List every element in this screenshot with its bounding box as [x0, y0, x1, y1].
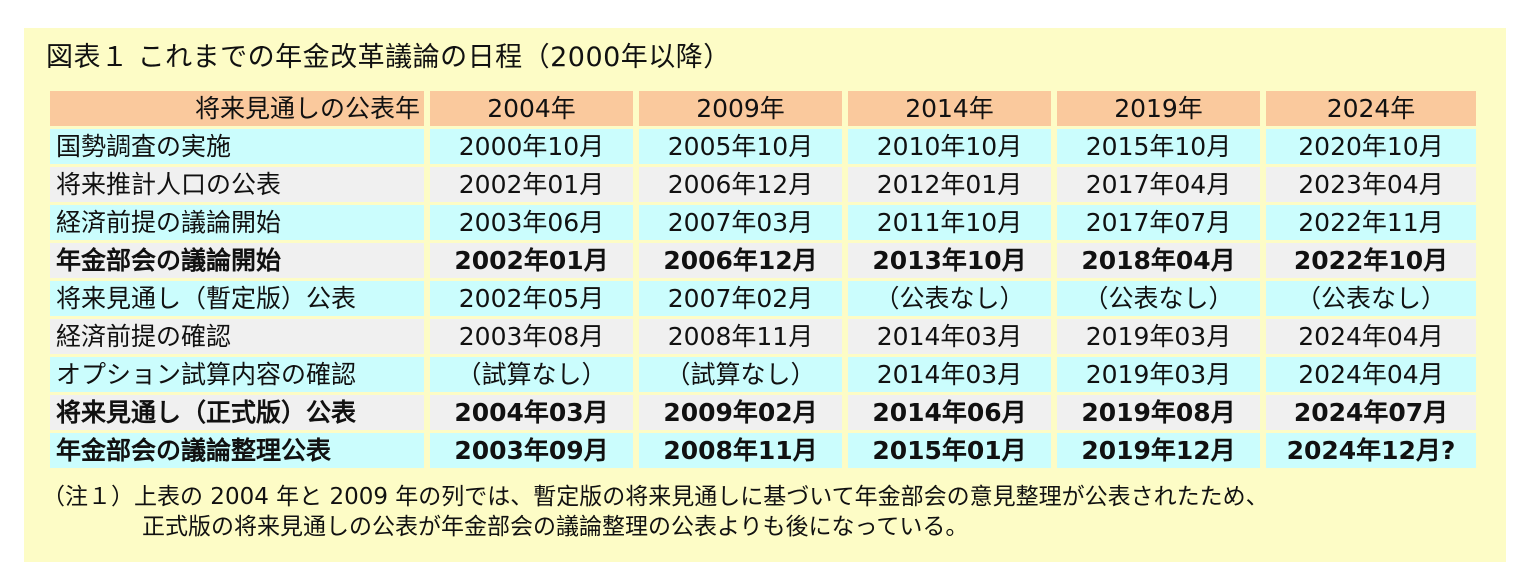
date-cell: 2019年03月: [1057, 357, 1266, 392]
row-label: 年金部会の議論開始: [50, 243, 430, 278]
date-cell: 2014年03月: [848, 357, 1057, 392]
figure-title: 図表１ これまでの年金改革議論の日程（2000年以降）: [46, 42, 731, 73]
table-row: 経済前提の確認 2003年08月 2008年11月 2014年03月 2019年03月 2…: [50, 319, 1476, 354]
table-row: 将来見通し（暫定版）公表 2002年05月 2007年02月 （公表なし） （公表なし）…: [50, 281, 1476, 316]
row-label: 年金部会の議論整理公表: [50, 433, 430, 468]
date-cell: 2014年03月: [848, 319, 1057, 354]
date-cell: （試算なし）: [430, 357, 639, 392]
date-cell: 2002年05月: [430, 281, 639, 316]
row-label: オプション試算内容の確認: [50, 357, 430, 392]
date-cell: 2003年09月: [430, 433, 639, 468]
row-label: 国勢調査の実施: [50, 129, 430, 164]
footnote-line-1: （注１）上表の 2004 年と 2009 年の列では、暫定版の将来見通しに基づい…: [42, 484, 1269, 510]
header-cell: 2024年: [1266, 91, 1476, 126]
date-cell: 2006年12月: [639, 243, 848, 278]
header-cell: 2004年: [430, 91, 639, 126]
date-cell: 2019年03月: [1057, 319, 1266, 354]
date-cell: 2005年10月: [639, 129, 848, 164]
row-label: 経済前提の確認: [50, 319, 430, 354]
header-cell: 将来見通しの公表年: [50, 91, 430, 126]
date-cell: 2006年12月: [639, 167, 848, 202]
date-cell: 2015年01月: [848, 433, 1057, 468]
figure-panel: 図表１ これまでの年金改革議論の日程（2000年以降） 将来見通しの公表年 20…: [24, 28, 1506, 562]
header-cell: 2009年: [639, 91, 848, 126]
schedule-table: 将来見通しの公表年 2004年 2009年 2014年 2019年 2024年 …: [50, 88, 1476, 471]
date-cell: 2004年03月: [430, 395, 639, 430]
date-cell: 2002年01月: [430, 167, 639, 202]
header-cell: 2014年: [848, 91, 1057, 126]
table-row: オプション試算内容の確認 （試算なし） （試算なし） 2014年03月 2019年03月…: [50, 357, 1476, 392]
footnote: （注１）上表の 2004 年と 2009 年の列では、暫定版の将来見通しに基づい…: [42, 482, 1269, 542]
date-cell: 2024年07月: [1266, 395, 1476, 430]
date-cell: 2020年10月: [1266, 129, 1476, 164]
date-cell: 2008年11月: [639, 433, 848, 468]
table-header-row: 将来見通しの公表年 2004年 2009年 2014年 2019年 2024年: [50, 91, 1476, 126]
date-cell: 2024年12月?: [1266, 433, 1476, 468]
date-cell: 2013年10月: [848, 243, 1057, 278]
row-label: 将来見通し（暫定版）公表: [50, 281, 430, 316]
row-label: 将来見通し（正式版）公表: [50, 395, 430, 430]
date-cell: （公表なし）: [1057, 281, 1266, 316]
table-row: 将来推計人口の公表 2002年01月 2006年12月 2012年01月 2017年04…: [50, 167, 1476, 202]
date-cell: 2018年04月: [1057, 243, 1266, 278]
date-cell: 2000年10月: [430, 129, 639, 164]
date-cell: （公表なし）: [848, 281, 1057, 316]
date-cell: 2017年04月: [1057, 167, 1266, 202]
date-cell: 2022年11月: [1266, 205, 1476, 240]
date-cell: 2011年10月: [848, 205, 1057, 240]
date-cell: 2014年06月: [848, 395, 1057, 430]
date-cell: （公表なし）: [1266, 281, 1476, 316]
date-cell: 2008年11月: [639, 319, 848, 354]
table-row: 年金部会の議論整理公表 2003年09月 2008年11月 2015年01月 2019年…: [50, 433, 1476, 468]
row-label: 将来推計人口の公表: [50, 167, 430, 202]
date-cell: 2015年10月: [1057, 129, 1266, 164]
table-row: 経済前提の議論開始 2003年06月 2007年03月 2011年10月 2017年07…: [50, 205, 1476, 240]
date-cell: 2010年10月: [848, 129, 1057, 164]
date-cell: 2024年04月: [1266, 319, 1476, 354]
date-cell: 2019年08月: [1057, 395, 1266, 430]
date-cell: （試算なし）: [639, 357, 848, 392]
date-cell: 2017年07月: [1057, 205, 1266, 240]
date-cell: 2012年01月: [848, 167, 1057, 202]
date-cell: 2003年08月: [430, 319, 639, 354]
date-cell: 2019年12月: [1057, 433, 1266, 468]
date-cell: 2024年04月: [1266, 357, 1476, 392]
row-label: 経済前提の議論開始: [50, 205, 430, 240]
table-row: 国勢調査の実施 2000年10月 2005年10月 2010年10月 2015年10月 2…: [50, 129, 1476, 164]
date-cell: 2007年03月: [639, 205, 848, 240]
date-cell: 2022年10月: [1266, 243, 1476, 278]
footnote-line-2: 正式版の将来見通しの公表が年金部会の議論整理の公表よりも後になっている。: [142, 514, 969, 540]
date-cell: 2003年06月: [430, 205, 639, 240]
date-cell: 2009年02月: [639, 395, 848, 430]
date-cell: 2023年04月: [1266, 167, 1476, 202]
table-row: 年金部会の議論開始 2002年01月 2006年12月 2013年10月 2018年04…: [50, 243, 1476, 278]
date-cell: 2002年01月: [430, 243, 639, 278]
date-cell: 2007年02月: [639, 281, 848, 316]
table-row: 将来見通し（正式版）公表 2004年03月 2009年02月 2014年06月 2019…: [50, 395, 1476, 430]
header-cell: 2019年: [1057, 91, 1266, 126]
